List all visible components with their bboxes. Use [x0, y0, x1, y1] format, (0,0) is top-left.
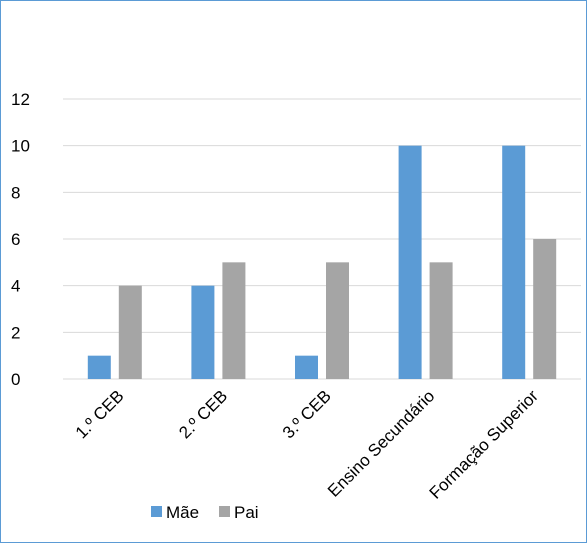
y-tick-label: 12: [11, 90, 30, 109]
legend-label: Pai: [234, 503, 259, 522]
bar-pai: [222, 262, 246, 379]
legend-swatch-pai: [219, 506, 230, 517]
bar-pai: [326, 262, 349, 379]
y-axis-ticks: 0 2 4 6 8 10 12: [11, 90, 30, 389]
bars: [87, 145, 557, 379]
x-tick-label: Formação Superior: [426, 386, 543, 503]
bar-mãe: [87, 355, 111, 379]
x-tick-label: 3.º CEB: [279, 386, 335, 442]
y-tick-label: 6: [11, 230, 20, 249]
legend: Mãe Pai: [151, 503, 259, 522]
x-tick-label: 1.º CEB: [72, 386, 128, 442]
y-tick-label: 4: [11, 277, 20, 296]
y-tick-label: 2: [11, 323, 20, 342]
bar-mãe: [191, 285, 215, 379]
y-tick-label: 0: [11, 370, 20, 389]
bar-pai: [533, 239, 557, 379]
legend-label: Mãe: [166, 503, 199, 522]
x-tick-label: 2.º CEB: [175, 386, 231, 442]
gridlines: [63, 98, 581, 380]
bar-mãe: [398, 145, 422, 379]
bar-mãe: [295, 355, 318, 379]
x-tick-label: Ensino Secundário: [324, 386, 438, 500]
bar-pai: [118, 285, 142, 379]
y-tick-label: 10: [11, 137, 30, 156]
bar-mãe: [502, 145, 526, 379]
y-tick-label: 8: [11, 183, 20, 202]
legend-swatch-mãe: [151, 506, 162, 517]
bar-pai: [429, 262, 453, 379]
